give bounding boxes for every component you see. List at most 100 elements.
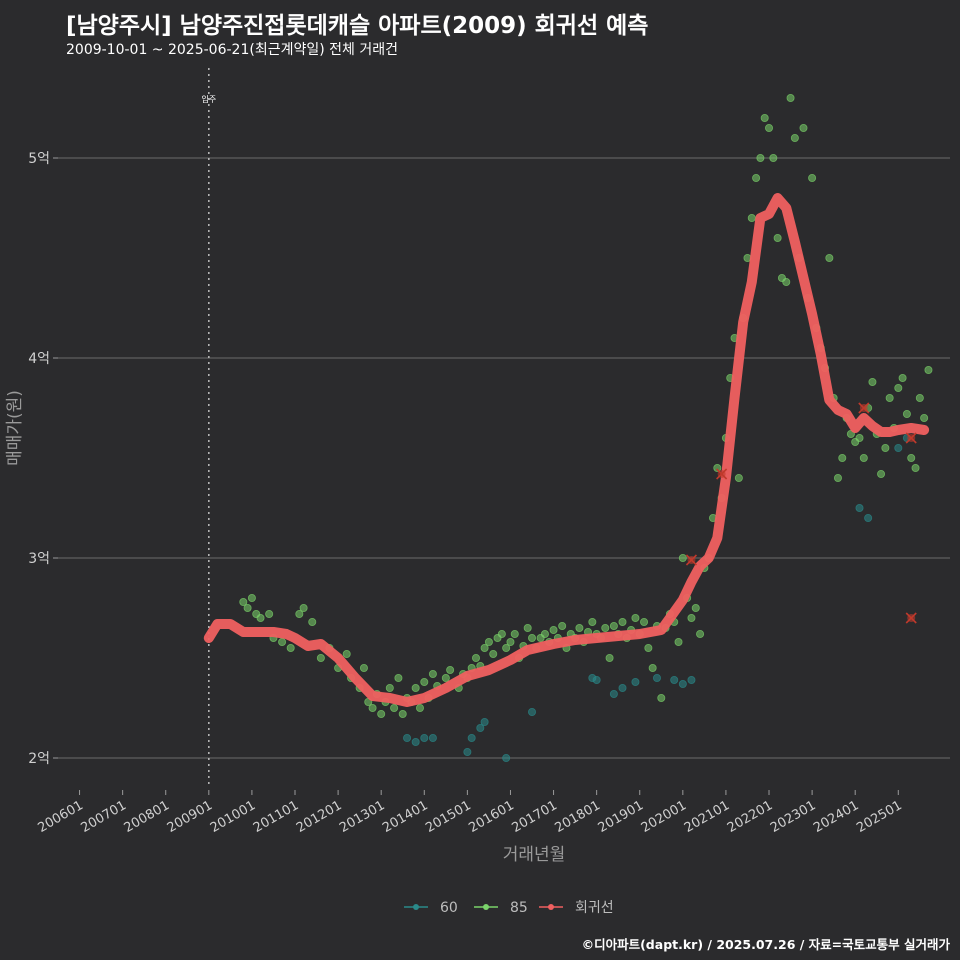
- data-point-60: [618, 684, 627, 693]
- data-point-85: [342, 650, 351, 659]
- chart-title: [남양주시] 남양주진접롯데캐슬 아파트(2009) 회귀선 예측: [66, 13, 649, 39]
- x-tick-label: 200801: [122, 798, 172, 836]
- data-point-85: [540, 630, 549, 639]
- cancelled-x: [905, 612, 917, 624]
- data-point-85: [558, 622, 567, 631]
- data-point-85: [247, 594, 256, 603]
- data-point-60: [528, 708, 537, 717]
- data-point-60: [467, 734, 476, 743]
- x-axis-title: 거래년월: [503, 845, 566, 865]
- x-tick-label: 201001: [208, 798, 258, 836]
- data-point-85: [640, 618, 649, 627]
- data-point-60: [652, 674, 661, 683]
- data-point-85: [502, 644, 511, 653]
- data-point-85: [299, 604, 308, 613]
- data-point-60: [420, 734, 429, 743]
- cancelled-marker: [905, 432, 917, 444]
- legend-label: 회귀선: [575, 900, 614, 916]
- data-point-85: [471, 654, 480, 663]
- data-point-85: [265, 610, 274, 619]
- data-point-85: [920, 413, 929, 422]
- x-tick-label: 202101: [682, 798, 732, 836]
- data-point-60: [463, 748, 472, 757]
- x-tick-label: 200601: [35, 798, 85, 836]
- data-point-60: [480, 718, 489, 727]
- data-point-85: [747, 213, 756, 222]
- data-point-85: [696, 630, 705, 639]
- data-point-85: [786, 94, 795, 103]
- chart-subtitle: 2009-10-01 ~ 2025-06-21(최근계약일) 전체 거래건: [66, 42, 398, 58]
- legend-label: 60: [440, 900, 458, 916]
- data-point-85: [523, 624, 532, 633]
- data-point-85: [915, 393, 924, 402]
- data-point-85: [898, 373, 907, 382]
- data-point-85: [678, 554, 687, 563]
- y-tick-label: 3억: [28, 551, 50, 567]
- data-point-85: [506, 638, 515, 647]
- data-point-85: [885, 393, 894, 402]
- data-point-85: [359, 664, 368, 673]
- data-point-85: [618, 618, 627, 627]
- data-point-85: [256, 614, 265, 623]
- series-85: [239, 94, 933, 719]
- data-point-85: [760, 114, 769, 123]
- data-point-85: [377, 710, 386, 719]
- data-point-85: [484, 638, 493, 647]
- cancelled-marker: [858, 402, 870, 414]
- x-tick-label: 202501: [854, 798, 904, 836]
- cancelled-marker: [685, 554, 698, 566]
- data-point-85: [631, 614, 640, 623]
- cancelled-x: [905, 432, 917, 444]
- data-point-85: [398, 710, 407, 719]
- data-point-85: [316, 654, 325, 663]
- data-point-60: [428, 734, 437, 743]
- data-point-60: [687, 676, 696, 685]
- cancelled-marker: [905, 612, 917, 624]
- x-tick-label: 201901: [596, 798, 646, 836]
- data-point-85: [446, 666, 455, 675]
- data-point-85: [902, 409, 911, 418]
- data-point-85: [833, 473, 842, 482]
- legend-key-dot: [413, 904, 419, 910]
- x-tick-label: 201801: [553, 798, 603, 836]
- data-point-85: [588, 618, 597, 627]
- y-tick-label: 2억: [28, 751, 50, 767]
- data-point-85: [799, 124, 808, 133]
- data-point-85: [385, 684, 394, 693]
- data-point-60: [502, 754, 511, 763]
- x-tick-label: 201301: [337, 798, 387, 836]
- data-point-85: [411, 684, 420, 693]
- data-point-85: [601, 624, 610, 633]
- data-point-85: [510, 630, 519, 639]
- data-point-85: [825, 253, 834, 262]
- data-point-85: [390, 704, 399, 713]
- data-point-85: [881, 443, 890, 452]
- data-point-85: [734, 473, 743, 482]
- data-point-85: [239, 598, 248, 607]
- data-point-85: [790, 133, 799, 142]
- data-point-85: [243, 604, 252, 613]
- data-point-60: [678, 680, 687, 689]
- data-point-85: [782, 277, 791, 286]
- x-tick-label: 202201: [725, 798, 775, 836]
- data-point-85: [308, 618, 317, 627]
- data-point-85: [756, 153, 765, 162]
- y-axis-title: 매매가(원): [5, 390, 25, 466]
- data-point-85: [765, 124, 774, 133]
- move-in-label: 입주: [201, 95, 216, 104]
- legend-item-3: 회귀선: [539, 900, 614, 916]
- data-point-85: [420, 678, 429, 687]
- x-tick-label: 201501: [423, 798, 473, 836]
- x-tick-label: 200701: [79, 798, 129, 836]
- data-point-85: [907, 453, 916, 462]
- data-point-85: [497, 630, 506, 639]
- data-point-60: [411, 738, 420, 747]
- data-point-85: [924, 365, 933, 374]
- data-point-85: [773, 233, 782, 242]
- data-point-60: [592, 676, 601, 685]
- data-point-85: [648, 664, 657, 673]
- y-tick-label: 4억: [28, 351, 50, 367]
- legend-label: 85: [510, 900, 528, 916]
- data-point-85: [808, 173, 817, 182]
- data-point-85: [674, 638, 683, 647]
